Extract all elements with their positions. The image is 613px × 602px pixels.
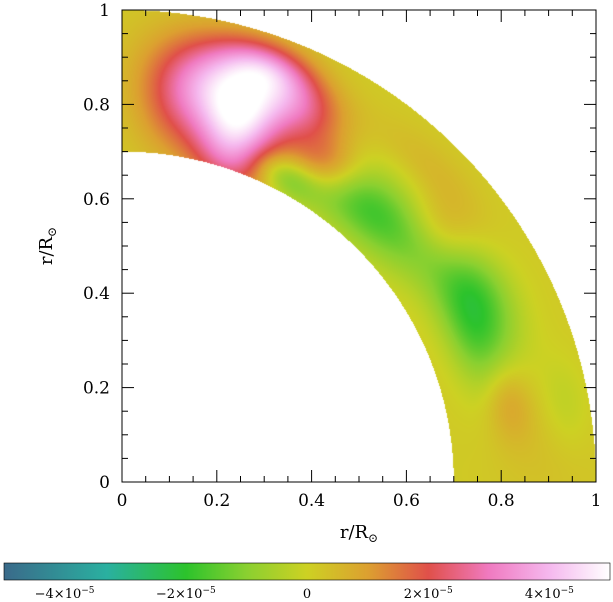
heatmap-image: [122, 10, 596, 482]
x-tick-label: 1: [591, 491, 602, 511]
x-tick-label: 0: [117, 491, 128, 511]
colorbar-tick-label: −4×10−5: [35, 586, 95, 602]
colorbar-tick-label: 0: [303, 587, 311, 602]
y-axis-label-main: r/R: [36, 236, 57, 265]
x-axis-label-main: r/R: [340, 522, 369, 543]
colorbar-gradient: [3, 562, 611, 581]
x-axis-label: r/R⊙: [340, 522, 378, 545]
svg-text:r/R⊙: r/R⊙: [340, 522, 378, 545]
axis-ticks: 0 0.2 0.4 0.6 0.8 1 0 0.2 0.4 0.6 0.8 1: [83, 1, 601, 511]
colorbar-tick-label: 4×10−5: [525, 586, 574, 602]
y-tick-label: 0: [99, 473, 110, 493]
plot-area: 0 0.2 0.4 0.6 0.8 1 0 0.2 0.4 0.6 0.8 1: [83, 1, 601, 511]
y-tick-label: 1: [99, 1, 110, 21]
colorbar-tick-label: 2×10−5: [404, 586, 453, 602]
svg-text:r/R⊙: r/R⊙: [36, 227, 59, 265]
y-tick-label: 0.2: [83, 379, 110, 399]
y-axis-label-sub: ⊙: [45, 227, 59, 237]
x-tick-label: 0.4: [298, 491, 325, 511]
heatmap-field: [122, 10, 596, 482]
x-tick-label: 0.6: [393, 491, 420, 511]
colorbar-tick-label: −2×10−5: [156, 586, 216, 602]
x-axis-label-sub: ⊙: [368, 531, 378, 545]
colorbar: −4×10−5 −2×10−5 0 2×10−5 4×10−5: [3, 562, 611, 602]
y-tick-label: 0.4: [83, 284, 110, 304]
x-tick-label: 0.2: [203, 491, 230, 511]
y-tick-label: 0.8: [83, 95, 110, 115]
y-axis-label: r/R⊙: [36, 227, 59, 265]
x-tick-label: 0.8: [488, 491, 515, 511]
y-tick-label: 0.6: [83, 190, 110, 210]
colorbar-ticks: −4×10−5 −2×10−5 0 2×10−5 4×10−5: [35, 586, 575, 602]
